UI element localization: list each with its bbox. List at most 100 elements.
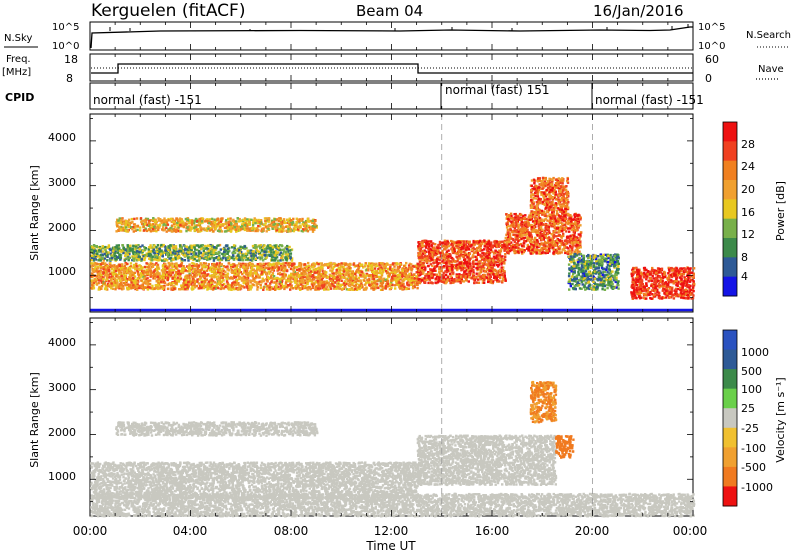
heatmap-cell: [187, 281, 189, 283]
heatmap-cell: [152, 256, 154, 258]
heatmap-cell: [417, 245, 419, 247]
heatmap-cell: [491, 262, 493, 264]
heatmap-cell: [501, 255, 503, 257]
heatmap-cell: [355, 284, 357, 286]
heatmap-cell: [421, 254, 423, 256]
heatmap-cell: [129, 247, 131, 249]
heatmap-cell: [226, 245, 228, 247]
heatmap-cell: [143, 277, 145, 279]
heatmap-cell: [447, 243, 449, 245]
heatmap-cell: [338, 271, 340, 273]
heatmap-cell: [460, 262, 462, 264]
heatmap-cell: [130, 272, 132, 274]
heatmap-cell: [364, 264, 366, 266]
heatmap-cell: [335, 288, 337, 290]
heatmap-cell: [300, 287, 302, 289]
heatmap-cell: [109, 273, 111, 275]
heatmap-cell: [169, 251, 171, 253]
heatmap-cell: [91, 282, 93, 284]
heatmap-cell: [106, 259, 108, 261]
heatmap-cell: [473, 278, 475, 280]
heatmap-cell: [209, 258, 211, 260]
heatmap-cell: [359, 274, 361, 276]
heatmap-cell: [193, 263, 195, 265]
heatmap-cell: [473, 244, 475, 246]
heatmap-cell: [263, 286, 265, 288]
heatmap-cell: [436, 258, 438, 260]
heatmap-cell: [213, 259, 215, 261]
heatmap-cell: [371, 268, 373, 270]
heatmap-cell: [148, 267, 150, 269]
heatmap-cell: [320, 267, 322, 269]
heatmap-cell: [198, 287, 200, 289]
heatmap-cell: [252, 275, 254, 277]
heatmap-cell: [430, 240, 432, 242]
heatmap-cell: [98, 277, 100, 279]
heatmap-cell: [98, 288, 100, 290]
heatmap-cell: [97, 255, 99, 257]
heatmap-cell: [501, 266, 503, 268]
heatmap-cell: [476, 273, 478, 275]
heatmap-cell: [490, 279, 492, 281]
heatmap-cell: [422, 259, 424, 261]
heatmap-cell: [478, 282, 480, 284]
heatmap-cell: [328, 284, 330, 286]
heatmap-cell: [432, 270, 434, 272]
freq-tick-bottom: 8: [66, 72, 73, 85]
heatmap-cell: [273, 267, 275, 269]
heatmap-cell: [270, 254, 272, 256]
heatmap-cell: [261, 256, 263, 258]
heatmap-cell: [364, 277, 366, 279]
heatmap-cell: [238, 272, 240, 274]
heatmap-cell: [395, 280, 397, 282]
heatmap-cell: [387, 283, 389, 285]
heatmap-cell: [186, 286, 188, 288]
heatmap-cell: [422, 270, 424, 272]
heatmap-cell: [472, 254, 474, 256]
heatmap-cell: [235, 267, 237, 269]
heatmap-cell: [460, 282, 462, 284]
heatmap-cell: [158, 273, 160, 275]
heatmap-cell: [172, 259, 174, 261]
heatmap-cell: [111, 268, 113, 270]
heatmap-cell: [257, 263, 259, 265]
freq-tick-top: 18: [64, 53, 78, 66]
heatmap-cell: [183, 279, 185, 281]
nsky-label: N.Sky: [4, 33, 32, 44]
heatmap-cell: [446, 257, 448, 259]
heatmap-cell: [170, 287, 172, 289]
heatmap-cell: [134, 253, 136, 255]
heatmap-cell: [97, 267, 99, 269]
heatmap-cell: [402, 269, 404, 271]
heatmap-cell: [168, 262, 170, 264]
heatmap-cell: [287, 284, 289, 286]
heatmap-cell: [262, 263, 264, 265]
heatmap-cell: [475, 241, 477, 243]
heatmap-cell: [238, 270, 240, 272]
heatmap-cell: [187, 251, 189, 253]
heatmap-cell: [118, 247, 120, 249]
heatmap-cell: [380, 285, 382, 287]
heatmap-cell: [323, 271, 325, 273]
heatmap-cell: [155, 284, 157, 286]
heatmap-cell: [285, 262, 287, 264]
heatmap-cell: [432, 248, 434, 250]
heatmap-cell: [279, 281, 281, 283]
heatmap-cell: [100, 274, 102, 276]
heatmap-cell: [339, 267, 341, 269]
heatmap-cell: [421, 279, 423, 281]
heatmap-cell: [267, 264, 269, 266]
heatmap-cell: [136, 281, 138, 283]
heatmap-cell: [129, 257, 131, 259]
heatmap-cell: [496, 272, 498, 274]
heatmap-cell: [408, 273, 410, 275]
station-title: Kerguelen (fitACF): [91, 1, 245, 21]
heatmap-cell: [256, 288, 258, 290]
heatmap-cell: [140, 267, 142, 269]
heatmap-cell: [277, 260, 279, 262]
heatmap-cell: [290, 252, 292, 254]
heatmap-cell: [121, 244, 123, 246]
heatmap-cell: [105, 287, 107, 289]
heatmap-cell: [281, 273, 283, 275]
heatmap-cell: [162, 255, 164, 257]
